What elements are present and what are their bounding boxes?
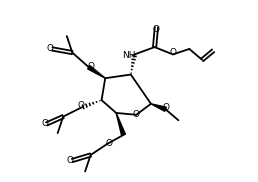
Text: O: O [67,156,74,165]
Text: O: O [78,101,85,110]
Text: O: O [153,25,160,34]
Text: O: O [162,103,169,112]
Text: O: O [106,139,113,148]
Text: O: O [170,48,176,57]
Text: O: O [133,110,140,119]
Text: O: O [41,119,48,128]
Polygon shape [88,66,105,78]
Text: O: O [88,62,95,71]
Text: O: O [46,44,53,54]
Text: NH: NH [122,51,136,60]
Polygon shape [116,113,125,136]
Polygon shape [151,104,166,111]
